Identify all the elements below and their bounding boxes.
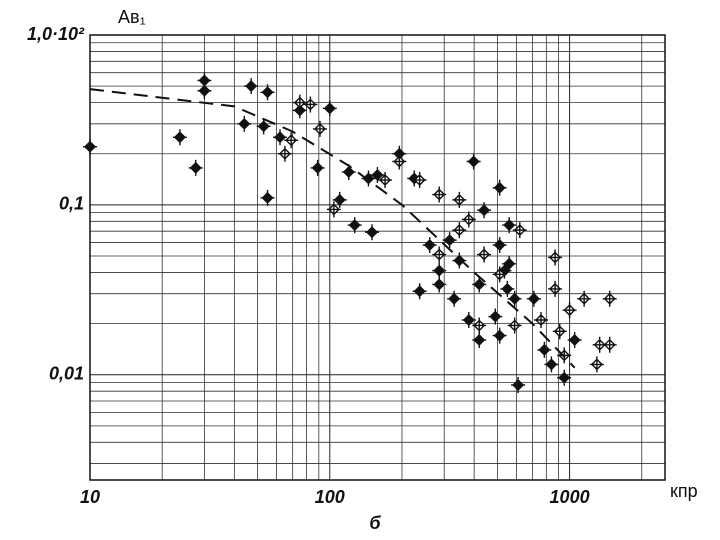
filled-point (502, 217, 517, 234)
y-tick-label: 1,0·10² (27, 24, 85, 44)
y-tick-label: 0,01 (49, 363, 84, 383)
filled-point (492, 237, 507, 254)
open-point (452, 191, 467, 208)
filled-point (172, 129, 187, 146)
open-point (512, 222, 527, 239)
open-point (303, 96, 318, 113)
filled-point (492, 179, 507, 196)
y-tick-label: 0,1 (59, 194, 84, 214)
filled-point (500, 280, 515, 297)
filled-point (492, 327, 507, 344)
open-point (492, 266, 507, 283)
plot-frame (89, 34, 666, 481)
filled-point (237, 115, 252, 132)
filled-point (432, 276, 447, 293)
filled-point (244, 78, 259, 95)
filled-point (447, 290, 462, 307)
filled-point (511, 376, 526, 393)
filled-point (488, 308, 503, 325)
filled-point (260, 84, 275, 101)
filled-point (273, 129, 288, 146)
filled-point (507, 290, 522, 307)
filled-point (322, 100, 337, 117)
open-point (552, 323, 567, 340)
filled-point (526, 290, 541, 307)
filled-point (472, 276, 487, 293)
filled-point (412, 283, 427, 300)
open-point (589, 356, 604, 373)
filled-point (461, 311, 476, 328)
open-point (562, 302, 577, 319)
open-point (432, 186, 447, 203)
filled-point (422, 237, 437, 254)
filled-point (537, 341, 552, 358)
filled-point (188, 159, 203, 176)
open-point (548, 280, 563, 297)
filled-point (557, 369, 572, 386)
filled-point (83, 138, 97, 155)
x-tick-label: 1000 (550, 487, 590, 507)
filled-point (466, 153, 481, 170)
trend-line (89, 88, 576, 369)
open-point (326, 201, 341, 218)
open-point (472, 317, 487, 334)
x-axis-label: кпр (670, 481, 698, 501)
open-point (602, 290, 617, 307)
x-tick-label: 100 (315, 487, 345, 507)
caption: б (369, 513, 381, 533)
open-point (452, 222, 467, 239)
open-point (432, 246, 447, 263)
filled-point (502, 255, 517, 272)
filled-point (256, 118, 271, 135)
open-point (602, 336, 617, 353)
y-axis-label: Aв₁ (118, 7, 146, 27)
open-point (548, 249, 563, 266)
open-point (577, 290, 592, 307)
open-point (392, 153, 407, 170)
open-point (312, 120, 327, 137)
open-point (284, 132, 299, 149)
filled-point (452, 252, 467, 269)
x-tick-label: 10 (80, 487, 100, 507)
filled-point (567, 332, 582, 349)
open-point (477, 246, 492, 263)
filled-point (432, 262, 447, 279)
filled-point (260, 189, 275, 206)
filled-point (197, 82, 212, 99)
filled-point (472, 332, 487, 349)
filled-point (442, 232, 457, 249)
filled-point (365, 224, 380, 241)
open-point (412, 172, 427, 189)
open-point (461, 211, 476, 228)
open-point (378, 172, 393, 189)
filled-point (347, 217, 362, 234)
filled-point (477, 202, 492, 219)
open-point (507, 317, 522, 334)
filled-point (332, 191, 347, 208)
filled-point (310, 159, 325, 176)
open-point (277, 145, 292, 162)
filled-point (370, 166, 385, 183)
filled-point (544, 356, 559, 373)
open-point (533, 311, 548, 328)
open-point (292, 94, 307, 111)
